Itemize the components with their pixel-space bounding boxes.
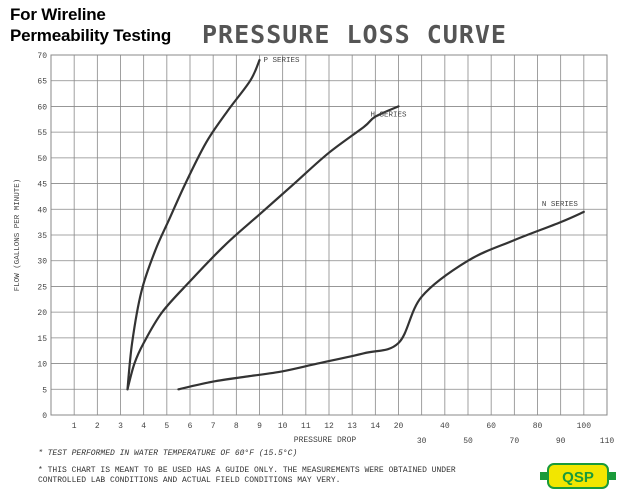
x-tick-label: 80 <box>533 422 543 431</box>
series-label: N SERIES <box>542 201 579 209</box>
logo-text: QSP <box>562 469 594 486</box>
series-line-n-series <box>177 210 585 391</box>
x-tick-label: 11 <box>301 422 311 431</box>
header-line-2: Permeability Testing <box>10 26 172 45</box>
y-tick-label: 45 <box>37 181 47 190</box>
series-label: P SERIES <box>264 57 301 65</box>
x-tick-label: 8 <box>234 422 239 431</box>
x-tick-label: 100 <box>577 422 592 431</box>
y-tick-label: 0 <box>42 412 47 421</box>
series-line-h-series <box>126 105 400 391</box>
y-axis-label: FLOW (GALLONS PER MINUTE) <box>14 179 22 292</box>
x-tick-label: 3 <box>118 422 123 431</box>
logo-body <box>547 463 609 489</box>
x-tick-label: 1 <box>72 422 77 431</box>
y-tick-label: 65 <box>37 78 47 87</box>
footnote-guide-line2: CONTROLLED LAB CONDITIONS AND ACTUAL FIE… <box>38 476 341 485</box>
footnote-guide-line1: * THIS CHART IS MEANT TO BE USED HAS A G… <box>38 466 456 475</box>
x-tick-label: 50 <box>463 437 473 446</box>
x-tick-label: 6 <box>188 422 193 431</box>
x-tick-label: 60 <box>486 422 496 431</box>
y-tick-label: 10 <box>37 361 47 370</box>
header-line-1: For Wireline <box>10 5 106 24</box>
x-tick-label: 40 <box>440 422 450 431</box>
y-tick-label: 30 <box>37 258 47 267</box>
y-tick-label: 20 <box>37 309 47 318</box>
qsp-logo: QSP <box>540 463 616 489</box>
chart-title: PRESSURE LOSS CURVE <box>202 20 507 49</box>
x-tick-label: 4 <box>141 422 146 431</box>
x-tick-label: 13 <box>347 422 357 431</box>
y-tick-label: 50 <box>37 155 47 164</box>
x-tick-label: 30 <box>417 437 427 446</box>
y-tick-label: 40 <box>37 206 47 215</box>
y-tick-label: 5 <box>42 386 47 395</box>
y-tick-label: 15 <box>37 335 47 344</box>
x-tick-label: 20 <box>394 422 404 431</box>
x-tick-label: 7 <box>211 422 216 431</box>
x-tick-label: 2 <box>95 422 100 431</box>
x-tick-label: 70 <box>510 437 520 446</box>
footnote-temperature: * TEST PERFORMED IN WATER TEMPERATURE OF… <box>38 449 298 458</box>
y-tick-label: 55 <box>37 129 47 138</box>
x-axis-label: PRESSURE DROP <box>294 436 357 445</box>
x-tick-label: 10 <box>278 422 288 431</box>
x-tick-label: 9 <box>257 422 262 431</box>
x-tick-label: 5 <box>164 422 169 431</box>
x-tick-label: 14 <box>371 422 381 431</box>
series-line-p-series <box>126 59 261 391</box>
x-tick-label: 90 <box>556 437 566 446</box>
series-label: H SERIES <box>371 111 408 119</box>
y-tick-label: 25 <box>37 283 47 292</box>
x-tick-label: 110 <box>600 437 615 446</box>
logo-right-end <box>608 472 616 480</box>
x-tick-label: 12 <box>324 422 334 431</box>
y-tick-label: 35 <box>37 232 47 241</box>
logo-left-end <box>540 472 548 480</box>
y-tick-label: 60 <box>37 103 47 112</box>
y-tick-label: 70 <box>37 52 47 61</box>
